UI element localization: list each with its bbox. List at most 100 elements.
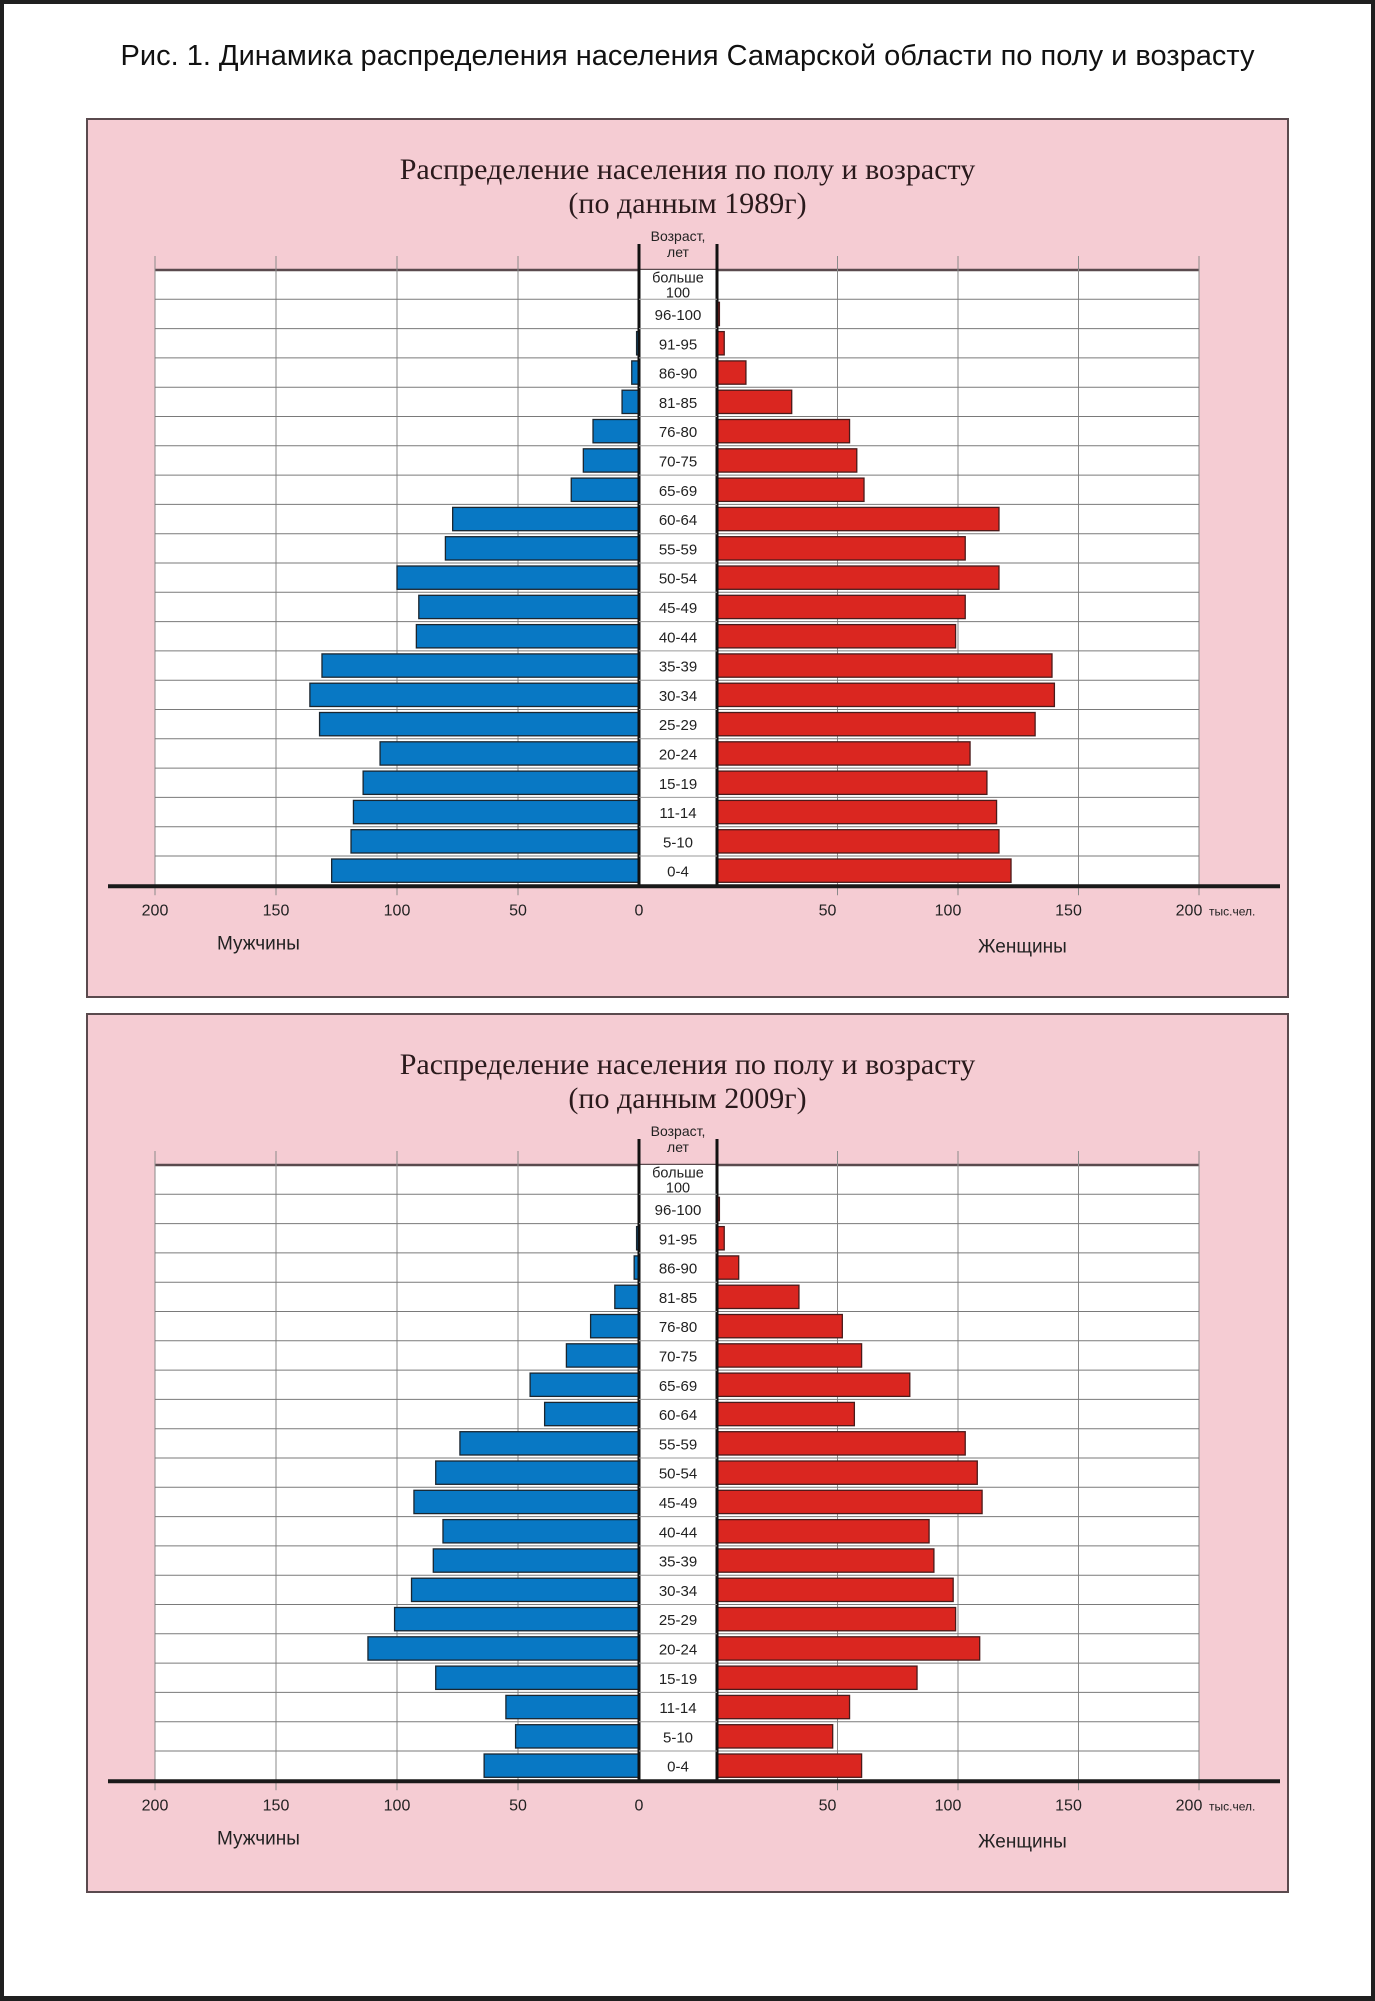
age-label: 20-24: [659, 1641, 697, 1658]
bar-male: [621, 389, 640, 415]
age-label: 86-90: [659, 366, 697, 383]
legend-male-label: Мужчины: [217, 933, 300, 954]
bar-female: [716, 711, 1036, 737]
age-label: 15-19: [659, 1671, 697, 1688]
bar-male: [514, 1724, 640, 1749]
x-tick-label-female: 150: [1055, 902, 1082, 919]
bar-male: [352, 799, 640, 825]
age-label: больше: [652, 271, 704, 287]
bar-male: [415, 623, 640, 649]
pyramid-panel-2009: Распределение населения по полу и возрас…: [86, 1013, 1289, 1893]
x-tick-label-male: 200: [142, 1797, 169, 1814]
age-column: [639, 1165, 717, 1781]
bar-female: [716, 799, 998, 825]
bar-female: [716, 418, 851, 444]
x-unit-label: тыс.чел.: [1209, 904, 1255, 918]
age-label: больше: [652, 1166, 704, 1182]
age-label: 30-34: [659, 688, 697, 705]
x-tick-label-male: 150: [263, 1797, 290, 1814]
bar-female: [716, 1343, 863, 1368]
age-label: 35-39: [659, 1554, 697, 1571]
bar-female: [716, 682, 1056, 708]
age-label: 60-64: [659, 512, 697, 529]
age-label: 30-34: [659, 1583, 697, 1600]
age-label: 65-69: [659, 483, 697, 500]
age-label: 91-95: [659, 336, 697, 353]
bar-female: [716, 360, 747, 385]
x-tick-label-female: 50: [819, 902, 837, 919]
bar-male: [614, 1284, 640, 1310]
x-tick-label-male: 200: [142, 902, 169, 919]
legend-female-label: Женщины: [978, 1831, 1067, 1852]
age-label: 11-14: [659, 1700, 696, 1717]
bar-female: [716, 858, 1012, 883]
bar-male: [582, 448, 640, 473]
pyramid-panel-1989: Распределение населения по полу и возрас…: [86, 118, 1289, 998]
age-header: Возраст,: [651, 1123, 706, 1139]
bar-male: [309, 682, 640, 708]
age-label: 5-10: [663, 1729, 693, 1746]
bar-male: [483, 1753, 640, 1778]
bar-male: [321, 653, 640, 678]
age-label: 76-80: [659, 424, 697, 441]
bar-male: [565, 1343, 640, 1368]
bar-male: [413, 1489, 640, 1515]
pyramid-chart: Возраст,летбольше10096-10091-9586-9081-8…: [108, 1123, 1280, 1852]
age-label: 20-24: [659, 746, 697, 763]
legend-female-label: Женщины: [978, 936, 1067, 957]
age-label: 96-100: [655, 1202, 702, 1219]
x-tick-label-female: 50: [819, 1797, 837, 1814]
bar-female: [716, 1313, 843, 1339]
bar-male: [367, 1636, 640, 1661]
bar-male: [396, 565, 640, 590]
age-label: 45-49: [659, 600, 697, 617]
bar-female: [716, 594, 966, 620]
x-tick-label-female: 100: [935, 902, 962, 919]
chart-subtitle: (по данным 2009г): [568, 1082, 807, 1115]
age-label: 11-14: [659, 805, 696, 822]
bar-male: [505, 1694, 640, 1720]
bar-female: [716, 741, 971, 766]
bar-female: [716, 1255, 740, 1280]
chart-title: Распределение населения по полу и возрас…: [399, 1048, 976, 1081]
bar-male: [410, 1577, 640, 1603]
age-label: 45-49: [659, 1495, 697, 1512]
bar-male: [442, 1518, 640, 1544]
age-label: 60-64: [659, 1407, 697, 1424]
bar-male: [435, 1460, 640, 1485]
age-label: 50-54: [659, 571, 697, 588]
age-label: 40-44: [659, 1524, 697, 1541]
x-unit-label: тыс.чел.: [1209, 1799, 1255, 1813]
chart-title: Распределение населения по полу и возрас…: [399, 153, 976, 186]
bar-male: [529, 1372, 640, 1398]
age-label: 86-90: [659, 1261, 697, 1278]
bar-female: [716, 1548, 935, 1573]
bar-male: [379, 741, 640, 766]
x-tick-label-male: 100: [384, 1797, 411, 1814]
bar-male: [589, 1313, 640, 1339]
age-label: 76-80: [659, 1319, 697, 1336]
x-tick-label-male: 100: [384, 902, 411, 919]
bar-female: [716, 1284, 800, 1310]
bar-male: [362, 770, 640, 796]
bar-male: [435, 1665, 640, 1691]
age-label: 100: [666, 286, 690, 302]
bar-female: [716, 448, 858, 473]
bar-female: [716, 770, 988, 796]
bar-female: [716, 565, 1000, 590]
age-label: 81-85: [659, 395, 697, 412]
x-tick-label-female: 200: [1176, 1797, 1203, 1814]
x-tick-label-male: 0: [635, 1797, 644, 1814]
bar-male: [393, 1606, 640, 1632]
chart-subtitle: (по данным 1989г): [568, 187, 807, 220]
age-header: лет: [667, 244, 689, 260]
bar-male: [570, 477, 640, 503]
age-label: 100: [666, 1181, 690, 1197]
bar-female: [716, 1753, 863, 1778]
age-label: 15-19: [659, 776, 697, 793]
bar-female: [716, 1489, 983, 1515]
age-label: 55-59: [659, 541, 697, 558]
age-label: 40-44: [659, 629, 697, 646]
bar-female: [716, 1694, 851, 1720]
bar-male: [432, 1548, 640, 1573]
